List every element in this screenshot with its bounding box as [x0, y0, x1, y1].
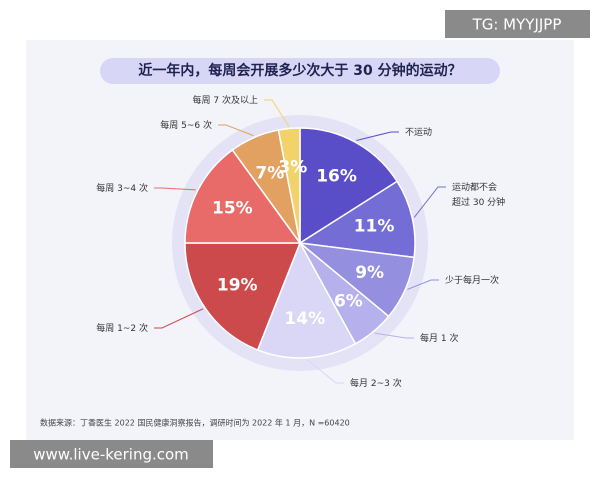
leader-line — [218, 124, 254, 137]
leader-line — [154, 308, 204, 329]
leader-line — [264, 99, 290, 127]
pie-slice — [184, 242, 302, 351]
chart-title: 近一年内，每周会开展多少次大于 30 分钟的运动？ — [138, 62, 461, 79]
pie-slice — [299, 127, 399, 245]
slice-value-label: 3% — [278, 157, 307, 177]
pie: 16% 不运动 11% 运动都不会超过 30 分钟 9% 少于每月一次 6% 每月 1 次 14… — [96, 94, 505, 389]
slice-value-label: 19% — [217, 276, 258, 296]
category-label: 每周 5~6 次 — [160, 119, 212, 131]
category-label: 每月 2~3 次 — [350, 377, 402, 389]
pie-slice — [297, 180, 416, 259]
category-label: 每月 1 次 — [420, 332, 458, 344]
source-note: 数据来源：丁香医生 2022 国民健康洞察报告，调研时间为 2022 年 1 月… — [40, 418, 350, 428]
pie-slice — [256, 241, 357, 359]
category-label: 运动都不会超过 30 分钟 — [452, 181, 505, 208]
title-banner — [100, 58, 500, 84]
leader-line — [413, 186, 446, 218]
watermark: TG: MYYJJPP — [472, 16, 562, 34]
slice-value-label: 11% — [354, 216, 395, 236]
category-label: 每周 1~2 次 — [96, 322, 148, 334]
slice-value-label: 6% — [334, 291, 363, 311]
slice-value-label: 9% — [355, 263, 384, 283]
slice-value-label: 15% — [212, 199, 253, 219]
leader-line — [154, 187, 196, 191]
leader-line — [374, 332, 414, 339]
category-label: 每周 3~4 次 — [96, 182, 148, 194]
pie-slice — [184, 148, 302, 244]
watermark: www.live-kering.com — [33, 446, 189, 464]
pie-slice — [277, 127, 301, 244]
leader-line — [407, 279, 439, 290]
slice-value-label: 14% — [284, 309, 325, 329]
slice-value-label: 7% — [255, 163, 284, 183]
category-label: 每周 7 次及以上 — [193, 94, 258, 106]
slice-value-label: 16% — [316, 166, 357, 186]
leader-line — [307, 359, 344, 384]
category-label: 少于每月一次 — [445, 274, 499, 286]
watermark-box — [10, 440, 213, 468]
watermark-box — [445, 10, 590, 38]
category-label: 不运动 — [405, 127, 432, 138]
leader-line — [356, 131, 399, 141]
